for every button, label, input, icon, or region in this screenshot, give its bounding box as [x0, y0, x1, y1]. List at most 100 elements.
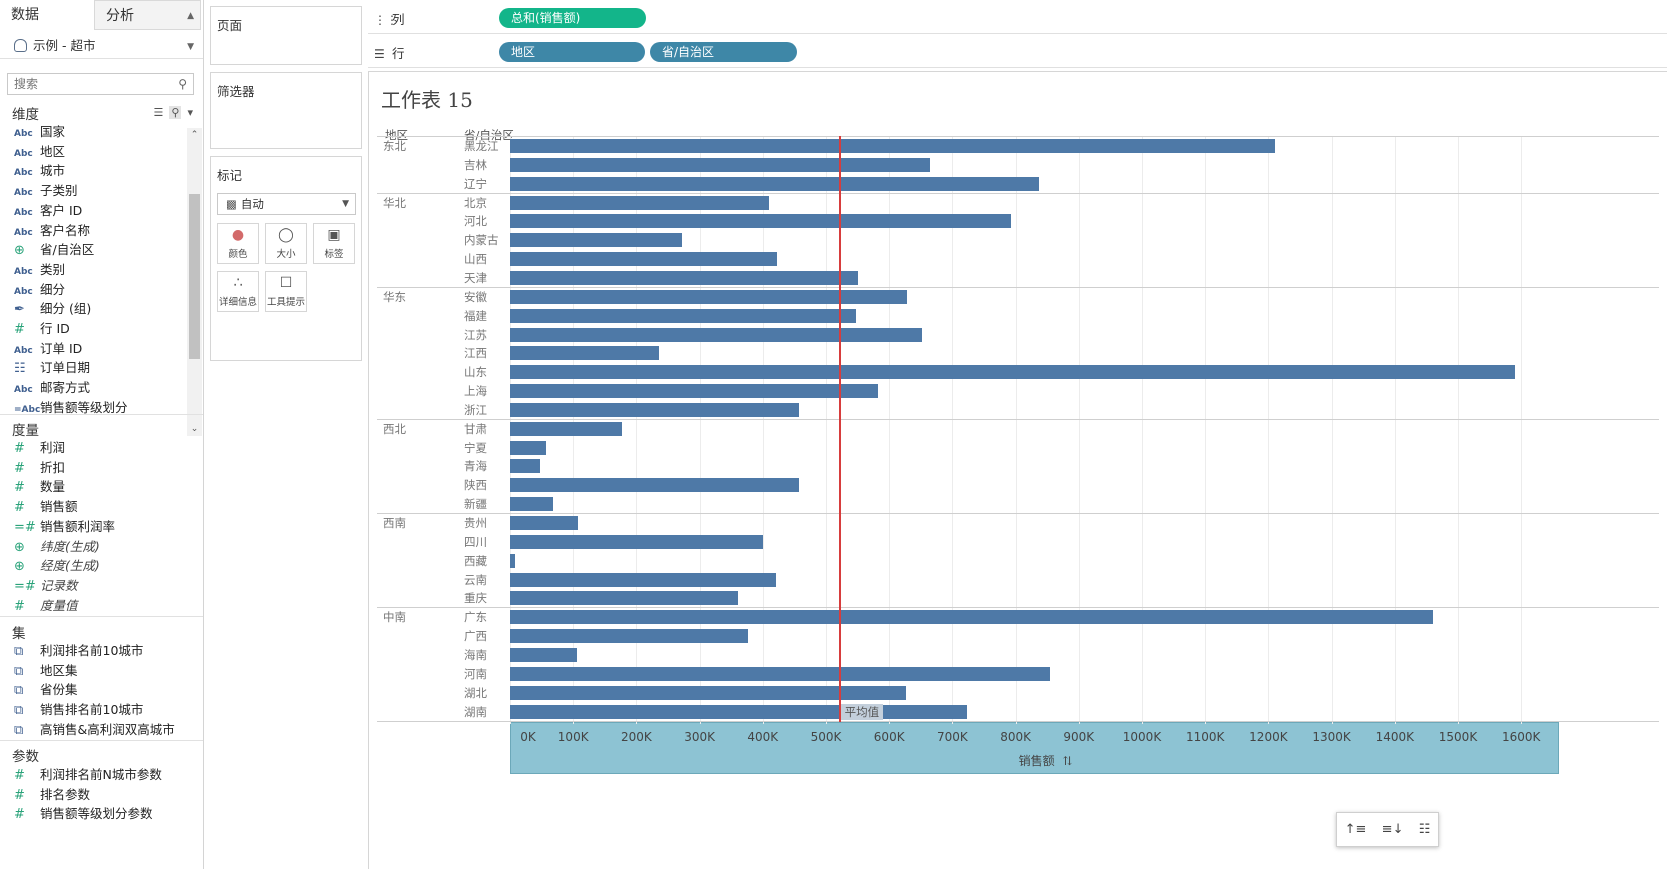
province-label[interactable]: 内蒙古 — [464, 233, 499, 248]
field-item[interactable]: # 数量 — [14, 477, 65, 497]
bar[interactable] — [510, 270, 858, 285]
field-item[interactable]: ⧉ 省份集 — [14, 680, 78, 700]
field-item[interactable]: # 排名参数 — [14, 785, 90, 805]
field-search-input[interactable] — [8, 74, 168, 94]
field-item[interactable]: Abc 城市 — [14, 161, 65, 181]
bar[interactable] — [510, 327, 923, 342]
columns-shelf[interactable]: ⋮⋮列 总和(销售额) — [368, 1, 1667, 34]
field-item[interactable]: Abc 客户 ID — [14, 201, 82, 221]
pages-card[interactable]: 页面 — [210, 6, 362, 65]
bar[interactable] — [510, 666, 1051, 681]
region-header[interactable]: 地区 — [385, 128, 408, 142]
search-icon[interactable]: ⚲ — [178, 77, 187, 91]
field-item[interactable]: Abc 客户名称 — [14, 221, 90, 241]
bar[interactable] — [510, 402, 800, 417]
tab-data[interactable]: 数据 — [0, 0, 93, 31]
province-label[interactable]: 西藏 — [464, 553, 487, 568]
bar[interactable] — [510, 308, 856, 323]
region-label[interactable]: 中南 — [383, 610, 406, 625]
list-view-icon[interactable]: ☰ — [153, 106, 164, 119]
field-item[interactable]: # 销售额 — [14, 497, 78, 517]
bar[interactable] — [510, 516, 578, 530]
bar[interactable] — [510, 365, 1515, 380]
province-label[interactable]: 辽宁 — [464, 176, 487, 191]
label-button[interactable]: ▣ 标签 — [313, 223, 355, 264]
region-label[interactable]: 华北 — [383, 195, 406, 210]
field-item[interactable]: # 利润排名前N城市参数 — [14, 765, 162, 785]
field-item[interactable]: # 折扣 — [14, 458, 65, 478]
field-item[interactable]: Abc 细分 — [14, 280, 65, 300]
bar[interactable] — [510, 553, 516, 568]
field-item[interactable]: Abc 子类别 — [14, 181, 78, 201]
filters-card[interactable]: 筛选器 — [210, 72, 362, 149]
rows-shelf[interactable]: ☰ 行 地区 省/自治区 — [368, 35, 1667, 68]
field-item[interactable]: Abc 邮寄方式 — [14, 378, 90, 398]
field-item[interactable]: ⊕ 省/自治区 — [14, 240, 94, 260]
sort-ascending-icon[interactable]: ↑≡ — [1344, 822, 1367, 837]
field-item[interactable]: =# 销售额利润率 — [14, 517, 115, 537]
sort-descending-icon[interactable]: ≡↓ — [1381, 822, 1404, 837]
field-item[interactable]: ✒ 细分 (组) — [14, 299, 91, 319]
x-axis[interactable] — [510, 722, 1559, 775]
province-label[interactable]: 广西 — [464, 629, 487, 644]
field-search[interactable]: ⚲ — [7, 73, 194, 95]
sort-icon[interactable]: ⇅ — [1062, 754, 1073, 769]
province-label[interactable]: 黑龙江 — [464, 139, 499, 153]
province-label[interactable]: 河北 — [464, 214, 487, 229]
province-header[interactable]: 省/自治区 — [464, 128, 514, 142]
bar[interactable] — [510, 289, 907, 304]
region-label[interactable]: 西南 — [383, 516, 406, 530]
mark-type-select[interactable]: ▩ 自动 ▼ — [217, 193, 356, 215]
color-button[interactable]: ● 颜色 — [217, 223, 259, 264]
dimension-scrollbar[interactable]: ⌃ ⌄ — [187, 128, 202, 436]
size-button[interactable]: ◯ 大小 — [265, 223, 307, 264]
bar[interactable] — [510, 704, 967, 719]
province-label[interactable]: 福建 — [464, 308, 487, 323]
province-label[interactable]: 天津 — [464, 270, 487, 285]
x-axis-title[interactable]: 销售额 ⇅ — [1019, 752, 1073, 769]
field-item[interactable]: ⧉ 高销售&高利润双高城市 — [14, 720, 175, 740]
bar[interactable] — [510, 157, 931, 172]
province-label[interactable]: 重庆 — [464, 591, 487, 606]
bar[interactable] — [510, 534, 763, 549]
field-item[interactable]: # 利润 — [14, 438, 65, 458]
bar[interactable] — [510, 478, 800, 493]
field-item[interactable]: Abc 地区 — [14, 142, 65, 162]
province-label[interactable]: 江苏 — [464, 327, 487, 342]
region-label[interactable]: 华东 — [383, 289, 406, 304]
province-label[interactable]: 江西 — [464, 346, 487, 361]
province-label[interactable]: 海南 — [464, 647, 487, 662]
province-label[interactable]: 北京 — [464, 195, 487, 210]
more-options-icon[interactable]: ☷ — [1418, 822, 1431, 837]
province-label[interactable]: 山东 — [464, 365, 487, 380]
field-item[interactable]: Abc 订单 ID — [14, 339, 82, 359]
bar[interactable] — [510, 440, 547, 455]
province-label[interactable]: 甘肃 — [464, 421, 487, 436]
region-pill[interactable]: 地区 — [499, 42, 645, 62]
bar[interactable] — [510, 685, 907, 700]
province-label[interactable]: 云南 — [464, 572, 487, 587]
field-item[interactable]: ⧉ 利润排名前10城市 — [14, 641, 143, 661]
province-label[interactable]: 湖北 — [464, 685, 487, 700]
field-item[interactable]: ⧉ 地区集 — [14, 661, 78, 681]
bar[interactable] — [510, 647, 577, 662]
province-label[interactable]: 上海 — [464, 384, 487, 399]
average-reference-line[interactable] — [838, 136, 841, 723]
province-pill[interactable]: 省/自治区 — [650, 42, 797, 62]
find-field-icon[interactable]: ⚲ — [169, 106, 182, 119]
bar[interactable] — [510, 459, 541, 474]
province-label[interactable]: 宁夏 — [464, 440, 487, 455]
bar[interactable] — [510, 233, 682, 248]
bar[interactable] — [510, 610, 1433, 625]
province-label[interactable]: 安徽 — [464, 289, 487, 304]
bar[interactable] — [510, 346, 660, 361]
field-item[interactable]: ⊕ 纬度(生成) — [14, 537, 100, 557]
field-item[interactable]: Abc 类别 — [14, 260, 65, 280]
detail-button[interactable]: ∴ 详细信息 — [217, 271, 259, 312]
bar[interactable] — [510, 176, 1039, 191]
bar[interactable] — [510, 214, 1011, 229]
field-item[interactable]: Abc 国家 — [14, 122, 65, 142]
province-label[interactable]: 山西 — [464, 252, 487, 267]
menu-dropdown-icon[interactable]: ▾ — [187, 106, 193, 119]
field-item[interactable]: ⊕ 经度(生成) — [14, 556, 100, 576]
